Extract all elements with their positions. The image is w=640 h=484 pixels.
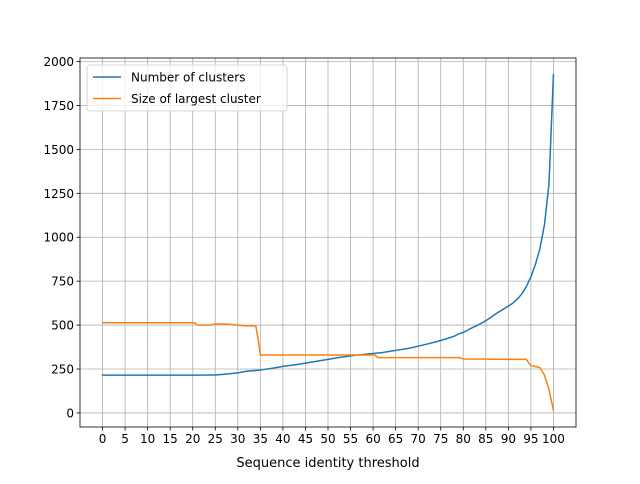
legend-label-1: Number of clusters [131,71,245,85]
x-tick-label: 55 [343,432,358,446]
x-tick-label: 35 [253,432,268,446]
x-tick-label: 85 [478,432,493,446]
x-tick-label: 100 [542,432,565,446]
x-tick-label: 80 [456,432,471,446]
x-tick-label: 10 [140,432,155,446]
x-tick-label: 25 [208,432,223,446]
y-tick-label: 1000 [43,231,74,245]
x-tick-label: 70 [411,432,426,446]
y-tick-label: 500 [51,319,74,333]
x-tick-label: 40 [275,432,290,446]
x-tick-label: 50 [320,432,335,446]
x-tick-label: 90 [501,432,516,446]
y-tick-label: 1750 [43,99,74,113]
series-line-1 [101,73,555,376]
y-tick-label: 2000 [43,55,74,69]
legend: Number of clusters Size of largest cluste… [86,64,288,112]
x-tick-label: 15 [163,432,178,446]
x-tick-label: 0 [99,432,107,446]
x-axis-label: Sequence identity threshold [236,456,419,471]
x-tick-label: 95 [523,432,538,446]
y-tick-label: 1250 [43,187,74,201]
legend-box [86,64,288,112]
y-tick-label: 0 [66,406,74,420]
plot-series [101,73,555,412]
y-tick-label: 250 [51,363,74,377]
series-line-2 [101,322,555,412]
x-tick-label: 5 [121,432,129,446]
x-tick-label: 20 [185,432,200,446]
x-tick-label: 45 [298,432,313,446]
axis-ticks: 0 5 10 15 20 25 30 35 40 45 50 55 60 65 70 75 80 85 90 95 10… [43,55,564,446]
x-tick-label: 65 [388,432,403,446]
x-tick-label: 60 [365,432,380,446]
x-tick-label: 30 [230,432,245,446]
x-tick-label: 75 [433,432,448,446]
y-tick-label: 1500 [43,143,74,157]
legend-label-2: Size of largest cluster [131,92,261,106]
y-tick-label: 750 [51,275,74,289]
